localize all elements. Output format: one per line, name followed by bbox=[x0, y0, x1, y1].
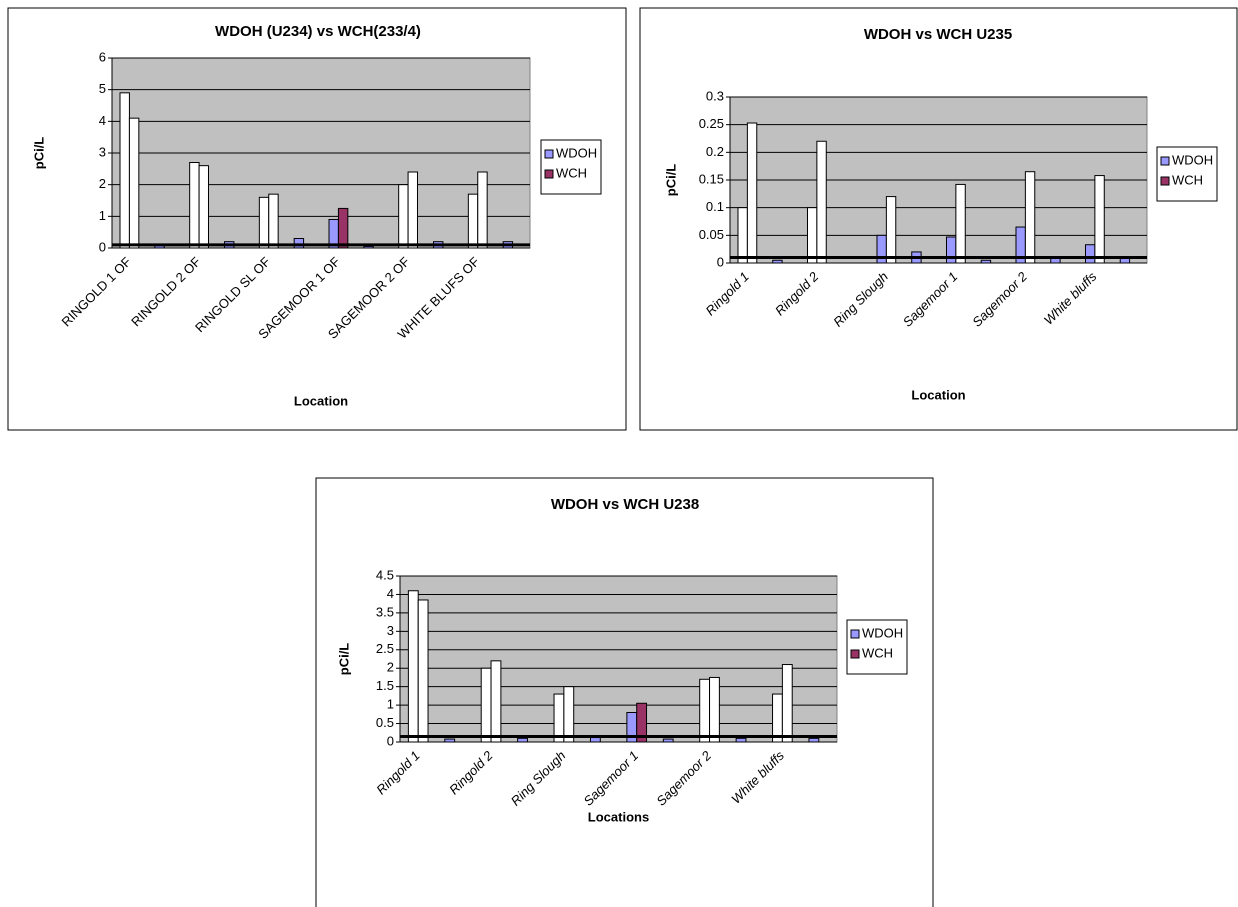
y-tick-label: 1 bbox=[99, 208, 106, 223]
bar bbox=[337, 207, 349, 249]
y-tick-label: 6 bbox=[99, 49, 106, 64]
legend-swatch bbox=[544, 169, 554, 179]
chart: WDOH vs WCH U23500.050.10.150.20.250.3Ri… bbox=[639, 7, 1238, 431]
y-tick-label: 5 bbox=[99, 81, 106, 96]
legend-label: WDOH bbox=[556, 145, 597, 160]
bar bbox=[398, 184, 409, 249]
legend-label: WCH bbox=[862, 645, 893, 660]
y-tick-label: 4.5 bbox=[376, 567, 394, 582]
legend-label: WDOH bbox=[862, 625, 903, 640]
y-axis-label: pCi/L bbox=[663, 164, 678, 197]
y-tick-label: 0.05 bbox=[699, 227, 724, 242]
bar bbox=[735, 737, 747, 743]
y-tick-label: 1 bbox=[387, 697, 394, 712]
chart-title: WDOH vs WCH U238 bbox=[551, 496, 699, 513]
y-tick-label: 3 bbox=[387, 623, 394, 638]
y-tick-label: 0.5 bbox=[376, 715, 394, 730]
y-tick-label: 0.1 bbox=[706, 199, 724, 214]
bar bbox=[885, 196, 897, 264]
legend-swatch bbox=[1160, 176, 1170, 186]
bar bbox=[128, 117, 140, 249]
legend-swatch bbox=[544, 149, 554, 159]
x-axis-label: Location bbox=[911, 387, 965, 402]
plot-area bbox=[399, 575, 838, 743]
x-axis-label: Locations bbox=[588, 809, 649, 824]
y-axis-label: pCi/L bbox=[31, 137, 46, 170]
bar bbox=[517, 737, 528, 743]
bar bbox=[407, 590, 419, 743]
bar bbox=[772, 693, 783, 743]
bar bbox=[553, 693, 565, 743]
bar bbox=[1094, 175, 1105, 264]
y-tick-label: 0 bbox=[387, 733, 394, 748]
bar bbox=[407, 171, 418, 249]
bar bbox=[746, 122, 758, 264]
x-axis-label: Location bbox=[294, 393, 348, 408]
bar bbox=[1084, 244, 1096, 264]
y-tick-label: 3 bbox=[99, 144, 106, 159]
bar bbox=[709, 676, 720, 743]
bar bbox=[490, 660, 502, 743]
legend-box bbox=[1156, 146, 1218, 202]
legend-swatch bbox=[850, 629, 860, 639]
legend-label: WDOH bbox=[1172, 152, 1213, 167]
y-tick-label: 3.5 bbox=[376, 604, 394, 619]
bar bbox=[699, 678, 711, 743]
legend-box bbox=[846, 619, 908, 675]
y-tick-label: 4 bbox=[99, 113, 106, 128]
y-tick-label: 0.15 bbox=[699, 171, 724, 186]
y-tick-label: 0.3 bbox=[706, 88, 724, 103]
bar bbox=[477, 171, 488, 249]
chart: WDOH vs WCH U23800.511.522.533.544.5Ring… bbox=[315, 477, 934, 907]
bar bbox=[189, 162, 200, 249]
bar bbox=[563, 686, 575, 743]
bar bbox=[737, 207, 748, 264]
bar bbox=[808, 737, 820, 743]
bar bbox=[417, 599, 429, 743]
legend-label: WCH bbox=[1172, 172, 1203, 187]
bar bbox=[945, 236, 957, 264]
y-tick-label: 2 bbox=[99, 176, 106, 191]
y-tick-label: 0.25 bbox=[699, 116, 724, 131]
legend-swatch bbox=[1160, 156, 1170, 166]
bar bbox=[198, 165, 209, 249]
bar bbox=[1024, 171, 1036, 264]
legend-label: WCH bbox=[556, 165, 587, 180]
chart-title: WDOH (U234) vs WCH(233/4) bbox=[215, 23, 421, 40]
y-tick-label: 2.5 bbox=[376, 641, 394, 656]
bar bbox=[467, 193, 479, 249]
y-axis-label: pCi/L bbox=[336, 643, 351, 676]
y-tick-label: 4 bbox=[387, 586, 394, 601]
bar bbox=[816, 140, 827, 264]
y-tick-label: 0 bbox=[99, 239, 106, 254]
y-tick-label: 2 bbox=[387, 660, 394, 675]
bar bbox=[119, 92, 130, 249]
bar bbox=[480, 667, 492, 743]
y-tick-label: 0.2 bbox=[706, 144, 724, 159]
chart-title: WDOH vs WCH U235 bbox=[864, 26, 1012, 43]
legend-swatch bbox=[850, 649, 860, 659]
bar bbox=[268, 193, 279, 249]
bar bbox=[781, 664, 793, 743]
bar bbox=[955, 183, 966, 264]
legend-box bbox=[540, 139, 602, 195]
bar bbox=[589, 737, 601, 743]
y-tick-label: 0 bbox=[717, 254, 724, 269]
chart: WDOH (U234) vs WCH(233/4)0123456RINGOLD … bbox=[7, 7, 627, 431]
y-tick-label: 1.5 bbox=[376, 678, 394, 693]
bar bbox=[806, 207, 818, 264]
bar bbox=[258, 196, 270, 249]
bar bbox=[293, 238, 305, 249]
